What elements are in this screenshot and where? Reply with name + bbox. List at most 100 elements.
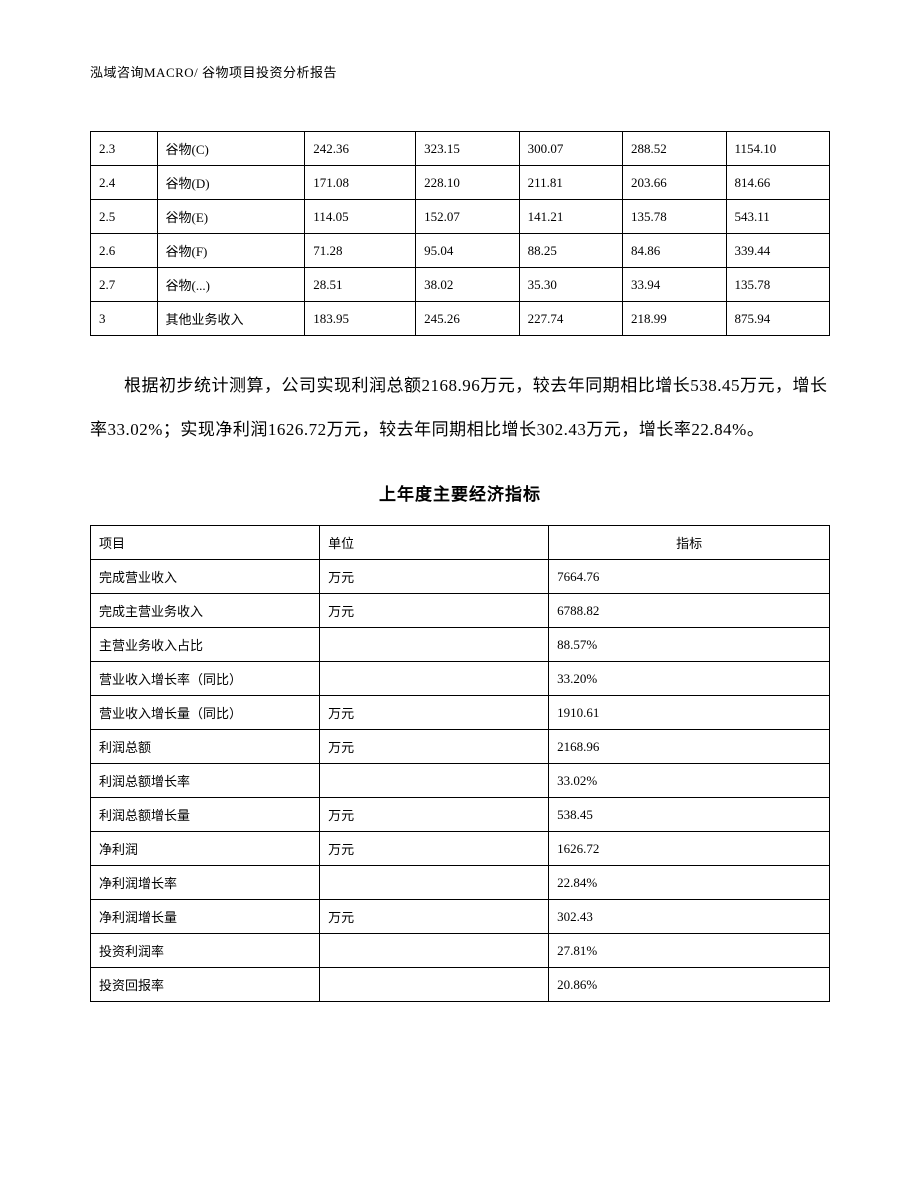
table-cell: 2.6	[91, 234, 158, 268]
table-cell: 万元	[320, 798, 549, 832]
table-cell: 利润总额	[91, 730, 320, 764]
table-cell: 谷物(F)	[157, 234, 305, 268]
table-cell	[320, 866, 549, 900]
page-header: 泓域咨询MACRO/ 谷物项目投资分析报告	[90, 62, 830, 81]
revenue-breakdown-table: 2.3谷物(C)242.36323.15300.07288.521154.102…	[90, 131, 830, 336]
table-cell: 323.15	[416, 132, 519, 166]
table2-header-row: 项目 单位 指标	[91, 526, 830, 560]
table-cell: 302.43	[549, 900, 830, 934]
table-cell: 万元	[320, 560, 549, 594]
table-cell: 300.07	[519, 132, 622, 166]
economic-indicators-table: 项目 单位 指标 完成营业收入万元7664.76完成主营业务收入万元6788.8…	[90, 525, 830, 1002]
table-cell: 净利润增长率	[91, 866, 320, 900]
table-cell: 538.45	[549, 798, 830, 832]
table-cell: 谷物(E)	[157, 200, 305, 234]
table-cell: 2.7	[91, 268, 158, 302]
summary-paragraph: 根据初步统计测算，公司实现利润总额2168.96万元，较去年同期相比增长538.…	[90, 364, 830, 452]
table-row: 2.4谷物(D)171.08228.10211.81203.66814.66	[91, 166, 830, 200]
table-cell: 203.66	[623, 166, 726, 200]
table-row: 营业收入增长量（同比）万元1910.61	[91, 696, 830, 730]
table-cell: 万元	[320, 594, 549, 628]
table-cell: 28.51	[305, 268, 416, 302]
table-cell: 339.44	[726, 234, 830, 268]
table-cell: 20.86%	[549, 968, 830, 1002]
table-cell: 22.84%	[549, 866, 830, 900]
header-text: 泓域咨询MACRO/ 谷物项目投资分析报告	[90, 65, 337, 80]
table-cell: 171.08	[305, 166, 416, 200]
table-cell: 33.02%	[549, 764, 830, 798]
table-row: 投资回报率 20.86%	[91, 968, 830, 1002]
table-row: 3其他业务收入183.95245.26227.74218.99875.94	[91, 302, 830, 336]
table-row: 净利润增长率 22.84%	[91, 866, 830, 900]
table-cell: 万元	[320, 696, 549, 730]
table-row: 2.5谷物(E)114.05152.07141.21135.78543.11	[91, 200, 830, 234]
table-cell: 95.04	[416, 234, 519, 268]
table-cell	[320, 628, 549, 662]
table-cell: 71.28	[305, 234, 416, 268]
table-cell: 814.66	[726, 166, 830, 200]
table-cell: 33.94	[623, 268, 726, 302]
table-cell: 7664.76	[549, 560, 830, 594]
table-cell: 211.81	[519, 166, 622, 200]
table-cell: 6788.82	[549, 594, 830, 628]
table-row: 利润总额增长率33.02%	[91, 764, 830, 798]
table-cell: 135.78	[623, 200, 726, 234]
table-cell: 其他业务收入	[157, 302, 305, 336]
table-cell: 主营业务收入占比	[91, 628, 320, 662]
table-cell: 万元	[320, 730, 549, 764]
table-cell: 净利润增长量	[91, 900, 320, 934]
table2-header-cell: 指标	[549, 526, 830, 560]
table-row: 2.3谷物(C)242.36323.15300.07288.521154.10	[91, 132, 830, 166]
table-row: 净利润万元1626.72	[91, 832, 830, 866]
table-cell: 33.20%	[549, 662, 830, 696]
table-cell: 2.5	[91, 200, 158, 234]
table2-header-cell: 项目	[91, 526, 320, 560]
table-cell: 152.07	[416, 200, 519, 234]
table-cell: 2.3	[91, 132, 158, 166]
table-cell: 1910.61	[549, 696, 830, 730]
table-cell	[320, 662, 549, 696]
table-cell: 2168.96	[549, 730, 830, 764]
table-cell: 38.02	[416, 268, 519, 302]
table-cell: 营业收入增长率（同比）	[91, 662, 320, 696]
table-row: 净利润增长量万元302.43	[91, 900, 830, 934]
table-cell: 88.57%	[549, 628, 830, 662]
table-cell: 完成营业收入	[91, 560, 320, 594]
table-cell: 3	[91, 302, 158, 336]
table-row: 主营业务收入占比 88.57%	[91, 628, 830, 662]
table-cell: 完成主营业务收入	[91, 594, 320, 628]
paragraph-text: 根据初步统计测算，公司实现利润总额2168.96万元，较去年同期相比增长538.…	[90, 376, 828, 439]
table-cell: 88.25	[519, 234, 622, 268]
table-cell: 228.10	[416, 166, 519, 200]
table-cell: 242.36	[305, 132, 416, 166]
table-cell: 谷物(...)	[157, 268, 305, 302]
table-row: 利润总额万元2168.96	[91, 730, 830, 764]
table-row: 完成主营业务收入万元6788.82	[91, 594, 830, 628]
table-cell: 84.86	[623, 234, 726, 268]
table-row: 2.7谷物(...)28.5138.0235.3033.94135.78	[91, 268, 830, 302]
table-cell: 135.78	[726, 268, 830, 302]
table-cell: 288.52	[623, 132, 726, 166]
table-cell: 万元	[320, 832, 549, 866]
table-row: 2.6谷物(F)71.2895.0488.2584.86339.44	[91, 234, 830, 268]
table-row: 营业收入增长率（同比） 33.20%	[91, 662, 830, 696]
table-cell: 1154.10	[726, 132, 830, 166]
table-row: 完成营业收入万元7664.76	[91, 560, 830, 594]
table-cell: 875.94	[726, 302, 830, 336]
table-cell: 141.21	[519, 200, 622, 234]
table-cell	[320, 934, 549, 968]
table2-body: 项目 单位 指标 完成营业收入万元7664.76完成主营业务收入万元6788.8…	[91, 526, 830, 1002]
table-cell: 投资回报率	[91, 968, 320, 1002]
table-cell: 218.99	[623, 302, 726, 336]
table-cell: 利润总额增长量	[91, 798, 320, 832]
section-title-text: 上年度主要经济指标	[379, 485, 541, 504]
table-cell: 投资利润率	[91, 934, 320, 968]
section-title: 上年度主要经济指标	[90, 480, 830, 505]
table-cell: 2.4	[91, 166, 158, 200]
table-cell	[320, 968, 549, 1002]
table-cell: 183.95	[305, 302, 416, 336]
table1-body: 2.3谷物(C)242.36323.15300.07288.521154.102…	[91, 132, 830, 336]
table-row: 投资利润率27.81%	[91, 934, 830, 968]
table-cell: 227.74	[519, 302, 622, 336]
table-row: 利润总额增长量万元538.45	[91, 798, 830, 832]
